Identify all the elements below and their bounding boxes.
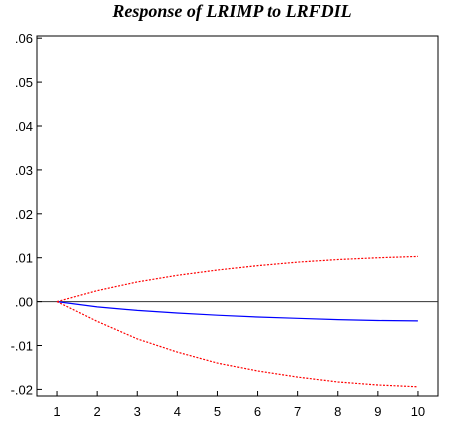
x-tick-label: 1 [53, 404, 60, 419]
y-tick-label: -.01 [11, 339, 33, 354]
y-tick-label: .01 [15, 251, 33, 266]
series-line-upper_band [56, 255, 418, 303]
x-tick-label: 10 [411, 404, 425, 419]
series-line-response [56, 301, 418, 322]
y-tick-label: .02 [15, 207, 33, 222]
y-tick-label: .05 [15, 75, 33, 90]
x-tick-label: 2 [94, 404, 101, 419]
series-line-lower_band [56, 301, 418, 388]
x-tick-label: 3 [134, 404, 141, 419]
x-tick-label: 5 [214, 404, 221, 419]
y-tick-label: .04 [15, 119, 33, 134]
plot-frame [36, 35, 439, 397]
x-tick-label: 9 [374, 404, 381, 419]
y-tick-label: -.02 [11, 382, 33, 397]
y-tick-label: .00 [15, 295, 33, 310]
x-tick-label: 4 [174, 404, 181, 419]
y-tick-label: .03 [15, 163, 33, 178]
x-tick-label: 8 [334, 404, 341, 419]
y-tick-label: .06 [15, 31, 33, 46]
x-tick-label: 6 [254, 404, 261, 419]
chart-title: Response of LRIMP to LRFDIL [111, 1, 351, 21]
x-tick-label: 7 [294, 404, 301, 419]
